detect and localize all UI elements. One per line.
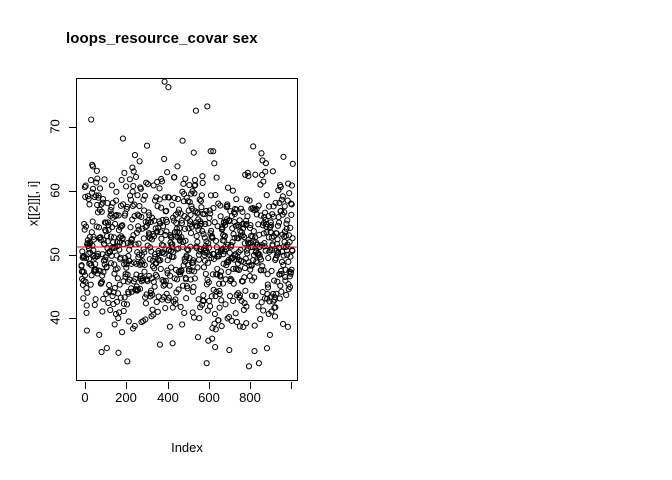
x-tick-1000 [291, 382, 292, 389]
y-tick-40 [69, 318, 76, 319]
y-tick-70 [69, 127, 76, 128]
y-tick-60 [69, 191, 76, 192]
x-tick-label-600: 600 [198, 390, 220, 405]
y-tick-label-60-text: 60 [47, 183, 63, 198]
x-tick-600 [209, 382, 210, 389]
y-tick-50 [69, 255, 76, 256]
y-tick-label-40-text: 40 [47, 310, 63, 325]
x-tick-label-800: 800 [239, 390, 261, 405]
x-tick-400 [168, 382, 169, 389]
y-tick-label-70: 70 [0, 119, 62, 134]
x-tick-label-200: 200 [115, 390, 137, 405]
plot-panel [76, 78, 298, 381]
y-tick-label-40: 40 [0, 310, 62, 325]
y-tick-label-50-text: 50 [47, 247, 63, 262]
x-tick-label-400: 400 [157, 390, 179, 405]
x-tick-label-0: 0 [81, 390, 89, 405]
scatter-points-layer [78, 79, 296, 370]
mean-reference-line [77, 246, 297, 248]
y-tick-label-70-text: 70 [47, 119, 63, 134]
x-tick-0 [85, 382, 86, 389]
x-axis-label: Index [171, 440, 203, 455]
y-axis-label: x[[2]][, i] [25, 180, 41, 227]
page-title: loops_resource_covar sex [66, 30, 258, 47]
x-tick-800 [250, 382, 251, 389]
x-tick-200 [126, 382, 127, 389]
